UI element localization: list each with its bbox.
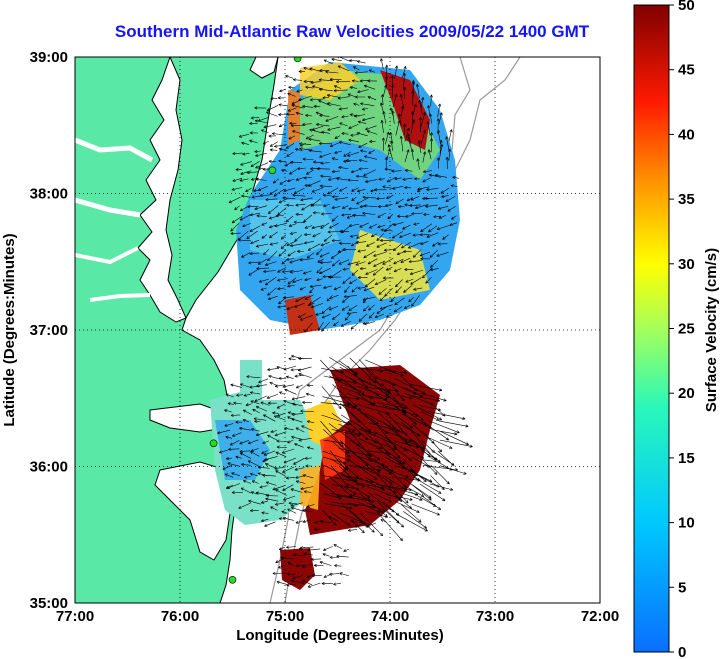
colorbar-tick-label: 10 <box>678 515 695 532</box>
x-tick-label: 74:00 <box>371 608 409 625</box>
x-axis-ticks: 77:00 76:00 75:00 74:00 73:00 72:00 <box>56 608 619 625</box>
velocity-vectors <box>217 57 473 588</box>
x-axis-label: Longitude (Degrees:Minutes) <box>236 627 444 644</box>
colorbar-tick-label: 20 <box>678 385 695 402</box>
x-tick-label: 77:00 <box>56 608 94 625</box>
colorbar-tick-label: 0 <box>678 644 686 659</box>
colorbar-label: Surface Velocity (cm/s) <box>703 248 720 412</box>
map-title: Southern Mid-Atlantic Raw Velocities 200… <box>114 22 590 41</box>
x-tick-label: 72:00 <box>581 608 619 625</box>
radar-station-marker <box>293 57 302 63</box>
colorbar-tick-label: 25 <box>678 321 695 338</box>
x-tick-label: 76:00 <box>161 608 199 625</box>
y-tick-label: 39:00 <box>30 49 68 66</box>
colorbar-tick-label: 40 <box>678 126 695 143</box>
radar-station-marker <box>268 166 277 175</box>
albemarle-sound <box>149 403 225 433</box>
y-tick-label: 35:00 <box>30 595 68 612</box>
map-grid <box>75 57 600 603</box>
plot-frame <box>74 56 601 604</box>
radar-station-markers <box>209 57 302 584</box>
y-axis-label: Latitude (Degrees:Minutes) <box>1 233 18 426</box>
radar-station-marker <box>209 439 218 448</box>
colorbar-tick-label: 50 <box>678 0 695 14</box>
y-axis-ticks: 39:00 38:00 37:00 36:00 35:00 <box>30 49 68 612</box>
colorbar-tick-label: 5 <box>678 579 686 596</box>
y-tick-label: 37:00 <box>30 322 68 339</box>
x-tick-label: 75:00 <box>266 608 304 625</box>
velocity-arrows-path <box>217 57 473 588</box>
velocity-field-south <box>210 360 440 590</box>
y-tick-label: 36:00 <box>30 459 68 476</box>
colorbar-tick-label: 15 <box>678 450 695 467</box>
x-tick-label: 73:00 <box>476 608 514 625</box>
colorbar-tick-label: 35 <box>678 191 695 208</box>
radar-station-marker <box>228 575 237 584</box>
colorbar-tick-label: 30 <box>678 256 695 273</box>
colorbar-tick-label: 45 <box>678 62 695 79</box>
y-tick-label: 38:00 <box>30 186 68 203</box>
delaware-bay <box>249 57 279 79</box>
colorbar <box>633 4 670 653</box>
